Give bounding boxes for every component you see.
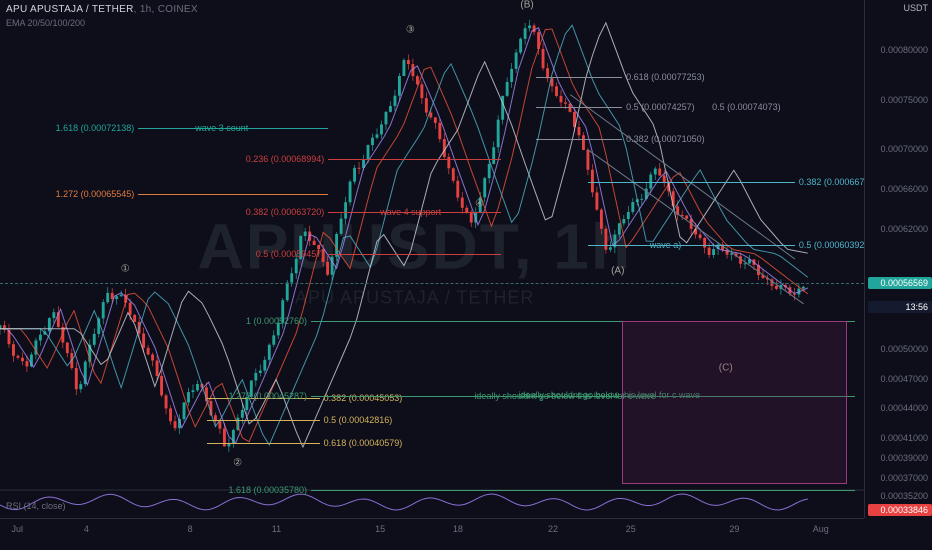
fib-line[interactable]: 0.236 (0.00068994)	[328, 159, 501, 160]
fib-label: 0.5 (0.00042816)	[324, 415, 393, 425]
fib-label: 0.382 (0.00045053)	[324, 393, 403, 403]
projection-box[interactable]	[622, 321, 847, 484]
fib-line[interactable]: 0.382 (0.00066722)	[588, 182, 795, 183]
fib-label: 0.618 (0.00077253)	[626, 72, 705, 82]
fib-tag: wave a)	[650, 240, 682, 250]
fib-line[interactable]: 0.618 (0.00077253)	[536, 77, 622, 78]
y-tick: 0.00070000	[868, 143, 932, 155]
fib-line[interactable]: 1.272 (0.00065545)	[138, 194, 328, 195]
symbol-name: APU APUSTAJA / TETHER	[6, 4, 134, 15]
fib-line[interactable]: 0.5 (0.00060392)wave a)	[588, 245, 795, 246]
wave-label[interactable]: ①	[121, 263, 130, 274]
y-tick: 0.00066000	[868, 183, 932, 195]
fib-line[interactable]: 0.5 (0.00074257)0.5 (0.00074073)	[536, 107, 622, 108]
y-tick: 0.00035200	[868, 490, 932, 502]
exchange: COINEX	[158, 4, 198, 15]
fib-line[interactable]: 0.618 (0.00040579)	[207, 443, 319, 444]
y-tick: 0.00039000	[868, 452, 932, 464]
y-axis-unit: USDT	[868, 2, 932, 14]
rsi-label: RSI (14, close)	[6, 501, 66, 511]
wave-label[interactable]: ②	[233, 458, 242, 469]
y-tick: 0.00062000	[868, 223, 932, 235]
fib-label: 0.382 (0.00063720)	[246, 207, 325, 217]
fib-label: 1 (0.00052760)	[246, 316, 307, 326]
main-chart[interactable]: APUUSDT, 1h APU APUSTAJA / TETHER 0.382 …	[0, 0, 864, 518]
fib-line[interactable]: 1.618 (0.00072138)wave 3 count	[138, 128, 328, 129]
fib-label: 0.5 (0.00059457)	[256, 249, 325, 259]
y-tick: 0.00041000	[868, 432, 932, 444]
fib-label: 0.618 (0.00040579)	[324, 438, 403, 448]
fib-line[interactable]: 0.382 (0.00071050)	[536, 139, 622, 140]
fib-label: 0.236 (0.00068994)	[246, 154, 325, 164]
fib-label: 0.5 (0.00074257)	[626, 102, 695, 112]
y-tick: 0.00080000	[868, 44, 932, 56]
fib-line[interactable]: 1.618 (0.00035780)	[311, 490, 855, 491]
indicator-ema: EMA 20/50/100/200	[6, 18, 85, 28]
y-tick: 0.00075000	[868, 94, 932, 106]
wave-label[interactable]: ④	[475, 199, 484, 210]
y-tick: 0.00044000	[868, 402, 932, 414]
price-line	[0, 283, 864, 284]
fib-extra: 0.5 (0.00074073)	[712, 102, 781, 112]
y-tick: 0.00050000	[868, 343, 932, 355]
red-marker: 0.00033846	[868, 504, 932, 516]
y-tick: 0.00047000	[868, 373, 932, 385]
wave-label[interactable]: (B)	[520, 0, 533, 10]
fib-label: 1.618 (0.00072138)	[56, 123, 135, 133]
countdown: 13:56	[868, 301, 932, 313]
last-price-label: 0.00056569	[868, 277, 932, 289]
fib-label: 1.272 (0.00065545)	[56, 189, 135, 199]
fib-label: 0.5 (0.00060392)	[799, 240, 868, 250]
y-axis[interactable]: USDT 0.00080000 0.00075000 0.00070000 0.0006…	[864, 0, 932, 518]
chart-header: APU APUSTAJA / TETHER, 1h, COINEX	[6, 4, 198, 15]
wave-label[interactable]: ③	[406, 24, 415, 35]
wave-label[interactable]: (A)	[611, 265, 624, 276]
fib-label: 1.618 (0.00035780)	[228, 485, 307, 495]
fib-label: 1.272 (0.00045287)	[228, 391, 307, 401]
interval: 1h	[140, 4, 152, 15]
fib-line[interactable]: 0.5 (0.00042816)	[207, 420, 319, 421]
rsi-panel: RSI (14, close)	[0, 518, 864, 550]
fib-tag: wave 4 support	[380, 207, 441, 217]
fib-label: 0.382 (0.00071050)	[626, 134, 705, 144]
fib-tag: wave 3 count	[195, 123, 248, 133]
y-tick: 0.00037000	[868, 472, 932, 484]
fib-line[interactable]: 0.382 (0.00063720)wave 4 support	[328, 212, 501, 213]
fib-line[interactable]: 0.5 (0.00059457)	[328, 254, 501, 255]
